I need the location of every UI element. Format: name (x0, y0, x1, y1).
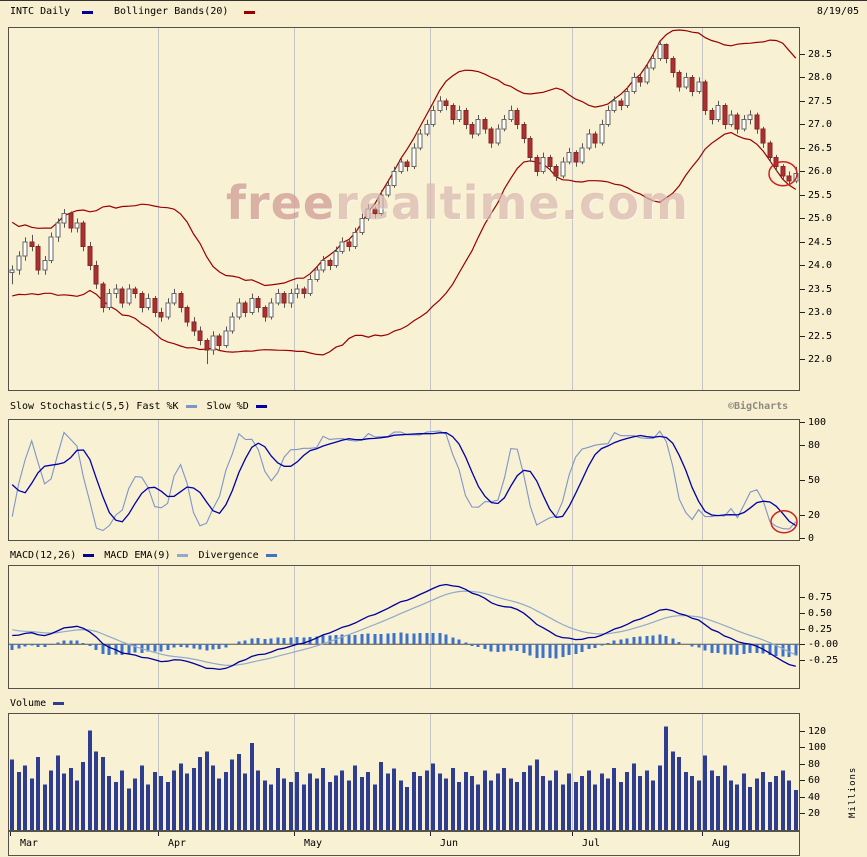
macd-legend: MACD(12,26) MACD EMA(9) Divergence (10, 549, 287, 562)
y-tick-label: 60 (800, 775, 820, 786)
y-tick-label: 25.5 (800, 190, 832, 201)
month-tick (158, 832, 159, 836)
fast-k-legend-dash (185, 405, 197, 408)
volume-svg (10, 714, 798, 830)
volume-legend-dash (53, 702, 65, 705)
slow-d-label: Slow %D (206, 401, 249, 412)
y-tick-label: 24.0 (800, 260, 832, 271)
y-tick-label: 22.5 (800, 331, 832, 342)
stochastic-panel (8, 419, 800, 541)
y-tick-label: -0.25 (800, 655, 838, 666)
y-tick-label: 20 (800, 808, 820, 819)
month-label: May (304, 838, 323, 849)
y-tick-label: 0.75 (800, 592, 832, 603)
month-label: Apr (168, 838, 187, 849)
price-chart-panel (8, 27, 800, 391)
y-tick-label: 27.5 (800, 96, 832, 107)
y-tick-label: 26.0 (800, 166, 832, 177)
month-tick (702, 832, 703, 836)
month-tick (430, 832, 431, 836)
macd-line-legend-dash (83, 554, 95, 557)
y-tick-label: 23.0 (800, 307, 832, 318)
page-top-border (0, 0, 867, 1)
time-axis: Mar Apr May Jun Jul Aug (8, 831, 800, 856)
stochastic-legend: Slow Stochastic(5,5) Fast %K Slow %D (10, 400, 277, 413)
y-tick-label: 20 (800, 510, 820, 521)
chart-header: INTC Daily Bollinger Bands(20) 8/19/05 (0, 0, 867, 26)
volume-label: Volume (10, 698, 47, 709)
y-tick-label: 120 (800, 726, 826, 737)
macd-svg (9, 566, 799, 688)
month-label: Jun (440, 838, 459, 849)
y-tick-label: 0.50 (800, 608, 832, 619)
y-tick-label: 27.0 (800, 119, 832, 130)
y-tick-label: 25.0 (800, 213, 832, 224)
y-tick-label: 22.0 (800, 354, 832, 365)
y-tick-label: 23.5 (800, 284, 832, 295)
macd-ema-label: MACD EMA(9) (104, 550, 171, 561)
month-tick (10, 832, 11, 836)
y-tick-label: 100 (800, 417, 826, 428)
month-label: Jul (582, 838, 601, 849)
ticker-label: INTC Daily (10, 6, 71, 17)
divergence-legend-dash (265, 554, 277, 557)
y-tick-label: -0.00 (800, 639, 838, 650)
divergence-label: Divergence (198, 550, 259, 561)
price-chart-svg (9, 28, 799, 390)
y-tick-label: 80 (800, 440, 820, 451)
macd-y-axis: 0.75 0.50 0.25 -0.00 -0.25 (800, 565, 866, 689)
month-label: Mar (20, 838, 39, 849)
y-tick-label: 26.5 (800, 143, 832, 154)
y-tick-label: 24.5 (800, 237, 832, 248)
y-tick-label: 100 (800, 742, 826, 753)
month-tick (294, 832, 295, 836)
volume-y-axis: 120 100 80 60 40 20 (800, 713, 866, 831)
stochastic-label: Slow Stochastic(5,5) Fast %K (10, 401, 179, 412)
bollinger-legend-dash (244, 11, 255, 14)
price-legend-dash (82, 11, 93, 14)
macd-ema-legend-dash (177, 554, 189, 557)
y-tick-label: 0.25 (800, 624, 832, 635)
volume-panel (8, 713, 800, 831)
copyright-label: ©BigCharts (728, 401, 789, 412)
stochastic-y-axis: 100 80 50 20 0 (800, 417, 866, 544)
y-tick-label: 40 (800, 792, 820, 803)
month-label: Aug (712, 838, 731, 849)
millions-axis-label: Millions (848, 766, 858, 818)
y-tick-label: 0 (800, 533, 814, 544)
price-y-axis: 28.5 28.0 27.5 27.0 26.5 26.0 25.5 25.0 24.5 24.0… (800, 27, 866, 391)
month-tick (572, 832, 573, 836)
y-tick-label: 80 (800, 759, 820, 770)
volume-legend: Volume (10, 697, 74, 710)
stochastic-svg (11, 420, 798, 540)
y-tick-label: 28.0 (800, 72, 832, 83)
y-tick-label: 50 (800, 475, 820, 486)
macd-panel (8, 565, 800, 689)
macd-label: MACD(12,26) (10, 550, 77, 561)
y-tick-label: 28.5 (800, 49, 832, 60)
date-label: 8/19/05 (816, 6, 859, 17)
slow-d-legend-dash (255, 405, 267, 408)
indicator-label: Bollinger Bands(20) (114, 6, 229, 17)
